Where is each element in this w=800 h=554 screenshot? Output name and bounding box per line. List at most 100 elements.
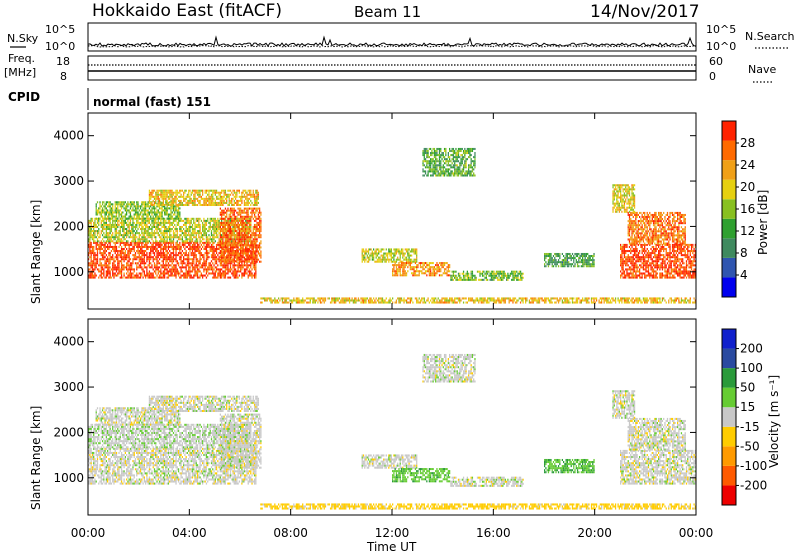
power-cell — [516, 279, 517, 281]
power-cell — [172, 268, 173, 270]
power-cell — [103, 275, 104, 277]
power-cell — [208, 234, 209, 236]
power-cell — [198, 248, 199, 250]
power-cell — [436, 266, 437, 268]
power-cell — [520, 277, 521, 279]
power-cell — [142, 238, 143, 240]
power-cell — [254, 244, 255, 246]
power-cell — [177, 244, 178, 246]
power-cell — [89, 277, 90, 279]
power-cell — [130, 250, 131, 252]
power-cell — [191, 248, 192, 250]
power-cell — [136, 222, 137, 224]
power-cell — [187, 230, 188, 232]
power-cell — [207, 230, 208, 232]
power-cell — [154, 236, 155, 238]
power-cell — [472, 271, 473, 273]
power-cell — [131, 277, 132, 279]
power-cell — [164, 211, 165, 213]
power-cell — [260, 220, 261, 222]
power-cell — [192, 260, 193, 262]
power-cell — [169, 236, 170, 238]
power-cell — [243, 228, 244, 230]
power-cell — [126, 272, 127, 274]
power-cell — [160, 238, 161, 240]
power-cell — [104, 256, 105, 258]
power-cell — [99, 246, 100, 248]
power-cell — [174, 192, 175, 194]
power-cell — [205, 268, 206, 270]
power-cell — [158, 260, 159, 262]
power-cell — [250, 230, 251, 232]
power-cell — [240, 236, 241, 238]
power-cell — [467, 271, 468, 273]
power-cell — [254, 242, 255, 244]
power-cell — [112, 218, 113, 220]
power-cell — [260, 228, 261, 230]
power-cell — [115, 252, 116, 254]
power-cell — [117, 258, 118, 260]
power-cell — [179, 200, 180, 202]
power-cell — [212, 200, 213, 202]
power-cell — [99, 260, 100, 262]
power-cell — [391, 261, 392, 263]
power-cell — [146, 220, 147, 222]
power-cell — [217, 275, 218, 277]
power-cell — [199, 252, 200, 254]
power-cell — [145, 228, 146, 230]
power-cell — [416, 268, 417, 270]
power-cell — [240, 264, 241, 266]
power-cell — [208, 204, 209, 206]
power-cell — [515, 271, 516, 273]
power-cell — [140, 272, 141, 274]
power-cell — [121, 277, 122, 279]
power-cell — [193, 236, 194, 238]
power-cell — [141, 260, 142, 262]
power-cell — [118, 260, 119, 262]
power-cell — [131, 244, 132, 246]
power-cell — [222, 257, 223, 259]
freq-label: Freq. — [8, 52, 35, 65]
power-cell — [227, 277, 228, 279]
power-cell — [216, 258, 217, 260]
power-cell — [254, 262, 255, 264]
power-cell — [215, 256, 216, 258]
power-cell — [170, 275, 171, 277]
power-cell — [131, 250, 132, 252]
power-cell — [201, 275, 202, 277]
power-cell — [203, 270, 204, 272]
power-cell — [213, 238, 214, 240]
power-cell — [402, 264, 403, 266]
power-cell — [260, 234, 261, 236]
power-cell — [103, 258, 104, 260]
power-cell — [144, 275, 145, 277]
power-cell — [237, 257, 238, 259]
power-cell — [427, 268, 428, 270]
power-cell — [512, 277, 513, 279]
power-cell — [460, 277, 461, 279]
power-cell — [131, 272, 132, 274]
power-cell — [104, 246, 105, 248]
power-cell — [258, 259, 259, 261]
power-cell — [141, 238, 142, 240]
power-cell — [160, 220, 161, 222]
power-cell — [254, 198, 255, 200]
power-cell — [173, 240, 174, 242]
power-cell — [188, 222, 189, 224]
power-cell — [549, 263, 550, 265]
power-cell — [259, 255, 260, 257]
power-cell — [137, 201, 138, 203]
power-cell — [89, 240, 90, 242]
power-cell — [131, 264, 132, 266]
power-cell — [174, 224, 175, 226]
power-cell — [245, 244, 246, 246]
power-cell — [116, 218, 117, 220]
power-cell — [454, 277, 455, 279]
power-cell — [168, 275, 169, 277]
power-cell — [122, 277, 123, 279]
power-cell — [237, 250, 238, 252]
power-cell — [203, 244, 204, 246]
power-cell — [178, 264, 179, 266]
power-cell — [248, 236, 249, 238]
power-cell — [153, 204, 154, 206]
